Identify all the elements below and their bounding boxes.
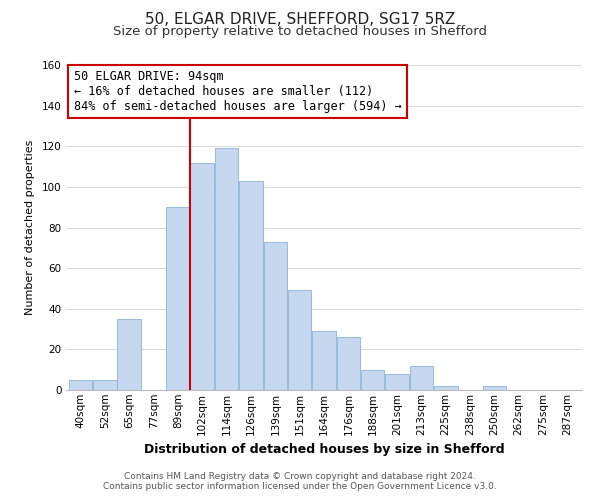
Text: Contains public sector information licensed under the Open Government Licence v3: Contains public sector information licen… [103, 482, 497, 491]
Text: Contains HM Land Registry data © Crown copyright and database right 2024.: Contains HM Land Registry data © Crown c… [124, 472, 476, 481]
Bar [410, 366, 433, 390]
Bar [190, 162, 214, 390]
Bar [118, 319, 141, 390]
Bar [385, 374, 409, 390]
Text: 50, ELGAR DRIVE, SHEFFORD, SG17 5RZ: 50, ELGAR DRIVE, SHEFFORD, SG17 5RZ [145, 12, 455, 28]
Bar [263, 242, 287, 390]
Bar [239, 181, 263, 390]
Bar [166, 207, 190, 390]
Bar [312, 331, 336, 390]
Bar [288, 290, 311, 390]
Bar [93, 380, 117, 390]
Bar [434, 386, 458, 390]
Bar [215, 148, 238, 390]
Bar [361, 370, 385, 390]
Bar [337, 337, 360, 390]
Text: Size of property relative to detached houses in Shefford: Size of property relative to detached ho… [113, 25, 487, 38]
Bar [482, 386, 506, 390]
X-axis label: Distribution of detached houses by size in Shefford: Distribution of detached houses by size … [143, 443, 505, 456]
Bar [69, 380, 92, 390]
Text: 50 ELGAR DRIVE: 94sqm
← 16% of detached houses are smaller (112)
84% of semi-det: 50 ELGAR DRIVE: 94sqm ← 16% of detached … [74, 70, 401, 113]
Y-axis label: Number of detached properties: Number of detached properties [25, 140, 35, 315]
